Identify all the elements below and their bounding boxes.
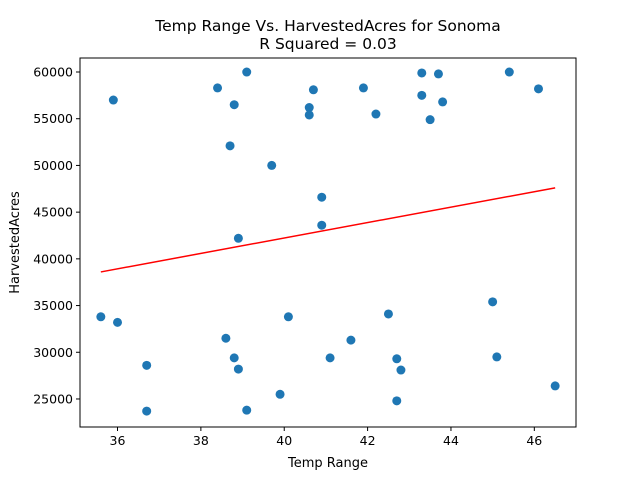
data-point [392,354,402,364]
y-tick-label: 50000 [33,158,73,173]
x-tick-label: 38 [193,433,209,448]
data-point [392,396,402,406]
data-point [550,381,560,391]
data-point [358,83,368,93]
y-tick-label: 40000 [33,251,73,266]
data-point [308,85,318,95]
x-axis-label: Temp Range [287,456,368,471]
data-point [371,109,381,119]
data-point [346,335,356,345]
y-axis-label: HarvestedAcres [8,191,23,294]
data-point [267,160,277,170]
x-axis: 36 38 40 42 44 46 [110,427,542,448]
x-tick-label: 46 [526,433,542,448]
x-tick-label: 42 [360,433,376,448]
data-point [96,312,106,322]
data-point [242,405,252,415]
plot-area [96,67,560,416]
data-point [417,90,427,100]
data-point [383,309,393,319]
data-point [225,141,235,151]
data-point [304,110,314,120]
regression-line [100,187,556,273]
data-point [317,192,327,202]
y-tick-label: 45000 [33,205,73,220]
data-point [275,389,285,399]
chart-subtitle: R Squared = 0.03 [259,35,396,53]
data-point [108,95,118,105]
data-point [142,360,152,370]
data-point [533,84,543,94]
data-point [229,100,239,110]
x-tick-label: 36 [110,433,126,448]
data-point [433,69,443,79]
x-tick-label: 44 [443,433,459,448]
data-point [504,67,514,77]
data-point [488,297,498,307]
data-point [304,103,314,113]
data-point [113,317,123,327]
data-point [229,353,239,363]
data-point [142,406,152,416]
y-tick-label: 25000 [33,391,73,406]
data-point [492,352,502,362]
data-point [425,115,435,125]
data-point [396,365,406,375]
chart-title: Temp Range Vs. HarvestedAcres for Sonoma [154,17,500,35]
x-tick-label: 40 [276,433,292,448]
data-point [221,333,231,343]
y-tick-label: 60000 [33,65,73,80]
axes-frame [79,57,577,428]
data-point [233,233,243,243]
data-point [233,364,243,374]
data-point [213,83,223,93]
y-tick-label: 30000 [33,345,73,360]
data-point [283,312,293,322]
data-point [242,67,252,77]
data-point [438,97,448,107]
y-axis: 25000 30000 35000 40000 45000 50000 55000 60000 [33,65,80,406]
y-tick-label: 55000 [33,111,73,126]
y-tick-label: 35000 [33,298,73,313]
data-point [417,68,427,78]
data-point [317,220,327,230]
data-point [325,353,335,363]
